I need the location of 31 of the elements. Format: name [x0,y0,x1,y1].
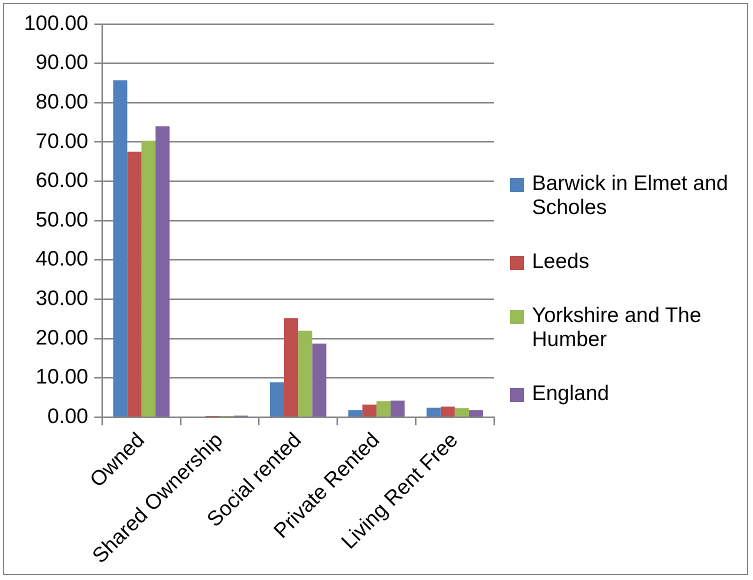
y-tick-label: 30.00 [36,287,88,310]
y-tick-label: 100.00 [24,12,88,35]
bar [312,344,326,416]
bar [113,80,128,416]
y-tick-label: 40.00 [36,248,88,271]
bar [348,410,362,416]
bar [298,330,312,416]
bar [426,408,441,416]
y-tick-label: 80.00 [36,90,88,114]
bar [127,152,142,416]
y-tick-label: 70.00 [36,130,88,153]
legend-label: England [532,382,610,406]
y-tick-label: 90.00 [36,51,88,74]
legend-label: Barwick in Elmet and Scholes [532,172,730,220]
bar [141,140,156,416]
y-tick-label: 20.00 [36,326,88,350]
bar [362,404,376,416]
bar [270,382,284,416]
bar [440,406,455,416]
y-tick-label: 0.00 [47,404,88,428]
y-tick-label: 50.00 [36,208,88,232]
legend-label: Leeds [532,250,590,274]
y-tick-label: 60.00 [36,169,88,192]
y-tick-label: 10.00 [36,366,88,389]
bar [468,410,484,416]
bar [454,408,469,416]
bar [390,400,405,416]
bar [376,401,391,416]
bar [156,126,170,416]
bar [284,318,298,416]
legend-label: Yorkshire and The Humber [532,304,702,352]
